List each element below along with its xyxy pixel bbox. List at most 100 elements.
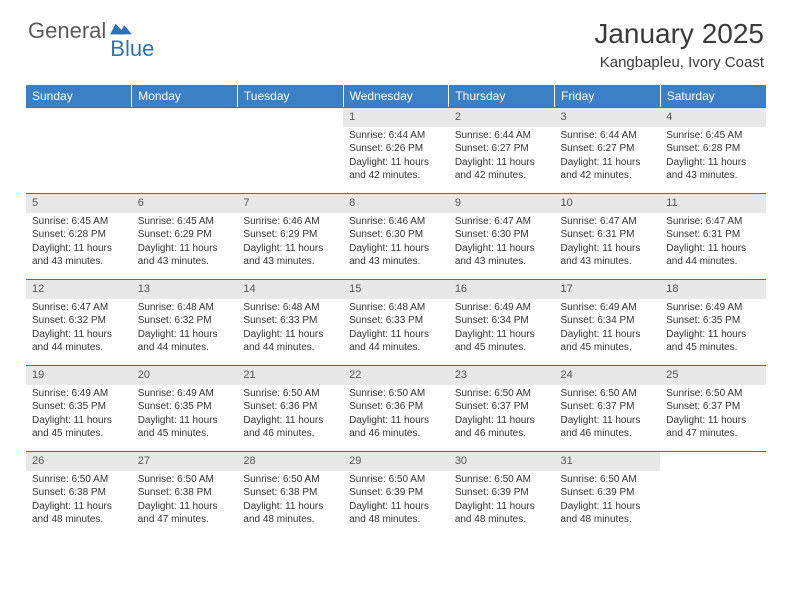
day-info-line: Daylight: 11 hours [32,242,126,256]
day-info-line: Sunset: 6:38 PM [32,486,126,500]
calendar-day-cell: 30Sunrise: 6:50 AMSunset: 6:39 PMDayligh… [449,451,555,537]
day-info-line: Sunset: 6:37 PM [561,400,655,414]
day-info-line: Sunset: 6:35 PM [32,400,126,414]
day-body: Sunrise: 6:50 AMSunset: 6:39 PMDaylight:… [449,471,555,531]
day-info-line: Sunrise: 6:48 AM [243,301,337,315]
day-info-line: Sunset: 6:35 PM [138,400,232,414]
day-number: 1 [343,107,449,127]
day-info-line: Sunrise: 6:45 AM [138,215,232,229]
day-info-line: Sunrise: 6:50 AM [349,387,443,401]
day-body: Sunrise: 6:50 AMSunset: 6:39 PMDaylight:… [555,471,661,531]
day-body: Sunrise: 6:45 AMSunset: 6:28 PMDaylight:… [660,127,766,187]
calendar-day-cell: 26Sunrise: 6:50 AMSunset: 6:38 PMDayligh… [26,451,132,537]
day-number: 21 [237,365,343,385]
day-info-line: and 44 minutes. [349,341,443,355]
day-info-line: Sunrise: 6:50 AM [561,473,655,487]
day-info-line: and 45 minutes. [561,341,655,355]
day-info-line: Daylight: 11 hours [349,328,443,342]
calendar-day-cell: 23Sunrise: 6:50 AMSunset: 6:37 PMDayligh… [449,365,555,451]
day-body: Sunrise: 6:45 AMSunset: 6:29 PMDaylight:… [132,213,238,273]
weekday-header: Wednesday [343,85,449,107]
day-info-line: and 45 minutes. [666,341,760,355]
day-body: Sunrise: 6:50 AMSunset: 6:36 PMDaylight:… [237,385,343,445]
calendar-week-row: 12Sunrise: 6:47 AMSunset: 6:32 PMDayligh… [26,279,766,365]
day-number: 13 [132,279,238,299]
day-number: 7 [237,193,343,213]
day-info-line: Daylight: 11 hours [455,328,549,342]
day-number: 18 [660,279,766,299]
day-body: Sunrise: 6:48 AMSunset: 6:33 PMDaylight:… [343,299,449,359]
day-info-line: Daylight: 11 hours [455,242,549,256]
day-info-line: Daylight: 11 hours [138,500,232,514]
day-info-line: Daylight: 11 hours [138,328,232,342]
day-info-line: Sunset: 6:28 PM [666,142,760,156]
day-number: 29 [343,451,449,471]
day-info-line: and 44 minutes. [243,341,337,355]
day-info-line: Sunset: 6:30 PM [349,228,443,242]
day-body: Sunrise: 6:50 AMSunset: 6:38 PMDaylight:… [132,471,238,531]
day-info-line: and 43 minutes. [138,255,232,269]
day-info-line: Daylight: 11 hours [666,156,760,170]
day-number: 25 [660,365,766,385]
calendar-week-row: 1Sunrise: 6:44 AMSunset: 6:26 PMDaylight… [26,107,766,193]
day-info-line: Sunset: 6:29 PM [138,228,232,242]
day-info-line: Sunrise: 6:47 AM [32,301,126,315]
day-number: 31 [555,451,661,471]
day-info-line: Sunset: 6:33 PM [243,314,337,328]
weekday-header: Monday [132,85,238,107]
day-info-line: Sunrise: 6:44 AM [349,129,443,143]
calendar-day-cell: 8Sunrise: 6:46 AMSunset: 6:30 PMDaylight… [343,193,449,279]
day-info-line: Daylight: 11 hours [243,328,337,342]
day-info-line: and 44 minutes. [666,255,760,269]
calendar-day-cell: 28Sunrise: 6:50 AMSunset: 6:38 PMDayligh… [237,451,343,537]
day-number: 3 [555,107,661,127]
day-info-line: Sunrise: 6:49 AM [32,387,126,401]
day-info-line: Sunset: 6:39 PM [349,486,443,500]
title-block: January 2025 Kangbapleu, Ivory Coast [594,18,764,71]
day-info-line: Sunset: 6:26 PM [349,142,443,156]
day-info-line: Daylight: 11 hours [349,500,443,514]
calendar-day-cell: 9Sunrise: 6:47 AMSunset: 6:30 PMDaylight… [449,193,555,279]
day-info-line: Daylight: 11 hours [32,328,126,342]
day-info-line: Sunrise: 6:46 AM [349,215,443,229]
calendar-day-cell: 31Sunrise: 6:50 AMSunset: 6:39 PMDayligh… [555,451,661,537]
day-info-line: Sunset: 6:29 PM [243,228,337,242]
day-info-line: Daylight: 11 hours [138,242,232,256]
day-body [660,468,766,474]
day-info-line: Daylight: 11 hours [243,414,337,428]
day-number: 22 [343,365,449,385]
day-info-line: and 45 minutes. [32,427,126,441]
day-number: 15 [343,279,449,299]
calendar-day-cell: 4Sunrise: 6:45 AMSunset: 6:28 PMDaylight… [660,107,766,193]
day-number: 23 [449,365,555,385]
day-info-line: Daylight: 11 hours [561,242,655,256]
day-number: 17 [555,279,661,299]
weekday-header: Saturday [660,85,766,107]
day-body: Sunrise: 6:47 AMSunset: 6:30 PMDaylight:… [449,213,555,273]
day-body: Sunrise: 6:49 AMSunset: 6:34 PMDaylight:… [449,299,555,359]
calendar-day-cell: 11Sunrise: 6:47 AMSunset: 6:31 PMDayligh… [660,193,766,279]
day-body: Sunrise: 6:50 AMSunset: 6:38 PMDaylight:… [26,471,132,531]
day-info-line: Sunset: 6:31 PM [561,228,655,242]
day-info-line: and 47 minutes. [138,513,232,527]
day-info-line: Sunset: 6:34 PM [455,314,549,328]
day-info-line: Sunset: 6:32 PM [138,314,232,328]
day-body: Sunrise: 6:47 AMSunset: 6:31 PMDaylight:… [660,213,766,273]
day-body: Sunrise: 6:49 AMSunset: 6:35 PMDaylight:… [26,385,132,445]
day-info-line: Daylight: 11 hours [349,414,443,428]
day-info-line: and 46 minutes. [243,427,337,441]
day-info-line: Sunrise: 6:50 AM [666,387,760,401]
day-info-line: Sunrise: 6:47 AM [666,215,760,229]
day-body: Sunrise: 6:45 AMSunset: 6:28 PMDaylight:… [26,213,132,273]
day-info-line: and 48 minutes. [32,513,126,527]
day-body: Sunrise: 6:46 AMSunset: 6:29 PMDaylight:… [237,213,343,273]
day-info-line: and 43 minutes. [349,255,443,269]
day-info-line: Sunset: 6:36 PM [349,400,443,414]
weekday-header: Sunday [26,85,132,107]
day-info-line: Daylight: 11 hours [349,156,443,170]
day-info-line: and 42 minutes. [455,169,549,183]
logo-word-2: Blue [110,36,154,62]
calendar-day-cell: 7Sunrise: 6:46 AMSunset: 6:29 PMDaylight… [237,193,343,279]
day-number: 30 [449,451,555,471]
day-info-line: Sunset: 6:36 PM [243,400,337,414]
